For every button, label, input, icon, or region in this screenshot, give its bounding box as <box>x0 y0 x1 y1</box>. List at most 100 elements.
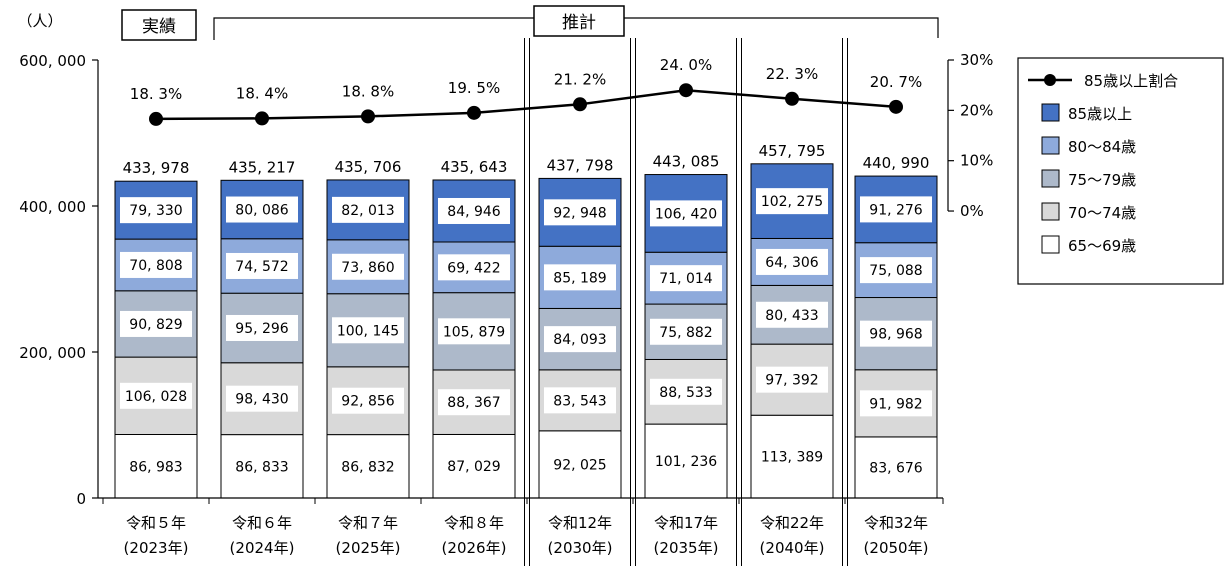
legend-swatch <box>1041 169 1060 188</box>
value-label: 84, 093 <box>553 332 606 348</box>
value-label-box <box>438 318 510 345</box>
value-label-box <box>332 453 404 480</box>
right-axis-tick-label: 0% <box>960 202 984 220</box>
value-label-box <box>650 378 722 405</box>
value-label-box <box>756 188 828 215</box>
total-label: 435, 217 <box>229 158 296 176</box>
value-label: 113, 389 <box>761 450 823 466</box>
value-label: 74, 572 <box>235 259 288 275</box>
total-label: 437, 798 <box>547 156 614 174</box>
ratio-label: 24. 0% <box>660 56 712 74</box>
legend-label: 80～84歳 <box>1068 138 1136 156</box>
ratio-label: 18. 3% <box>130 85 182 103</box>
ratio-label: 22. 3% <box>766 65 818 83</box>
value-label: 97, 392 <box>765 373 818 389</box>
category-label: (2025年) <box>336 539 401 557</box>
total-label: 443, 085 <box>653 153 720 171</box>
value-label: 75, 088 <box>869 263 922 279</box>
value-label-box <box>226 314 298 341</box>
category-label: 令和22年 <box>760 514 824 532</box>
value-label-box <box>226 252 298 279</box>
value-label: 80, 433 <box>765 308 818 324</box>
projection-header-box <box>533 5 625 37</box>
ratio-label: 19. 5% <box>448 79 500 97</box>
value-label: 73, 860 <box>341 260 394 276</box>
legend-label: 65～69歳 <box>1068 237 1136 255</box>
value-label: 69, 422 <box>447 260 500 276</box>
ratio-point <box>361 109 375 124</box>
value-label: 98, 968 <box>869 327 922 343</box>
value-label: 106, 028 <box>125 389 187 405</box>
value-label: 102, 275 <box>761 194 823 210</box>
value-label-box <box>650 448 722 475</box>
value-label: 82, 013 <box>341 203 394 219</box>
value-label-box <box>332 196 404 223</box>
value-label: 86, 983 <box>129 459 182 475</box>
legend-label: 85歳以上 <box>1068 105 1132 123</box>
value-label: 92, 025 <box>553 457 606 473</box>
value-label-box <box>860 257 932 284</box>
legend-label: 75～79歳 <box>1068 171 1136 189</box>
left-axis-tick-label: 200, 000 <box>19 344 86 362</box>
value-label-box <box>650 200 722 227</box>
value-label-box <box>544 387 616 414</box>
projection-bracket <box>213 17 939 40</box>
value-label: 88, 367 <box>447 395 500 411</box>
value-label-box <box>438 453 510 480</box>
value-label: 71, 014 <box>659 271 713 287</box>
value-label-box <box>756 248 828 275</box>
value-label-box <box>860 390 932 417</box>
ratio-point <box>467 105 481 120</box>
category-label: 令和６年 <box>232 514 292 532</box>
value-label: 79, 330 <box>129 203 182 219</box>
left-axis-tick-label: 0 <box>76 490 86 508</box>
y-axis-unit: （人） <box>17 12 62 30</box>
value-label: 86, 832 <box>341 459 394 475</box>
value-label: 87, 029 <box>447 459 500 475</box>
category-label: (2026年) <box>442 539 507 557</box>
category-label: 令和８年 <box>444 514 504 532</box>
value-label-box <box>226 385 298 412</box>
value-label-box <box>120 251 192 278</box>
right-axis-tick-label: 30% <box>960 51 993 69</box>
value-label: 95, 296 <box>235 321 289 337</box>
line-layer: 18. 3% 18. 4% 18. 8% 19. 5% 21. 2% 24. 0% 22. … <box>130 56 922 126</box>
value-label-box <box>226 453 298 480</box>
right-axis-tick-label: 20% <box>960 101 993 119</box>
value-label: 92, 856 <box>341 394 395 410</box>
value-label-box <box>544 326 616 353</box>
category-label: 令和12年 <box>548 514 612 532</box>
value-label-box <box>332 317 404 344</box>
value-label: 86, 833 <box>235 459 288 475</box>
category-label: (2024年) <box>230 539 295 557</box>
category-label: (2050年) <box>864 539 929 557</box>
ratio-point <box>679 83 693 98</box>
value-label-box <box>860 454 932 481</box>
left-axis-tick-label: 600, 000 <box>19 52 86 70</box>
legend-swatch <box>1041 136 1060 155</box>
value-label-box <box>544 451 616 478</box>
value-label-box <box>756 366 828 393</box>
ratio-point <box>255 111 269 126</box>
legend-swatch <box>1041 235 1060 254</box>
ratio-label: 21. 2% <box>554 70 606 88</box>
value-label-box <box>650 265 722 292</box>
projection-header-label: 推計 <box>562 13 596 33</box>
total-label: 435, 643 <box>441 158 508 176</box>
value-label: 101, 236 <box>655 454 717 470</box>
total-label: 440, 990 <box>863 154 930 172</box>
ratio-point <box>149 111 163 126</box>
value-label-box <box>860 320 932 347</box>
value-label: 91, 276 <box>869 202 923 218</box>
ratio-point <box>889 99 903 114</box>
category-label: 令和５年 <box>126 514 186 532</box>
ratio-line <box>155 88 897 121</box>
header-layer: 実績 推計 <box>121 5 939 41</box>
value-label: 85, 189 <box>553 270 606 286</box>
total-label: 433, 978 <box>123 159 190 177</box>
value-label-box <box>438 389 510 416</box>
total-label: 435, 706 <box>335 158 402 176</box>
category-label: 令和７年 <box>338 514 398 532</box>
value-label-box <box>438 197 510 224</box>
